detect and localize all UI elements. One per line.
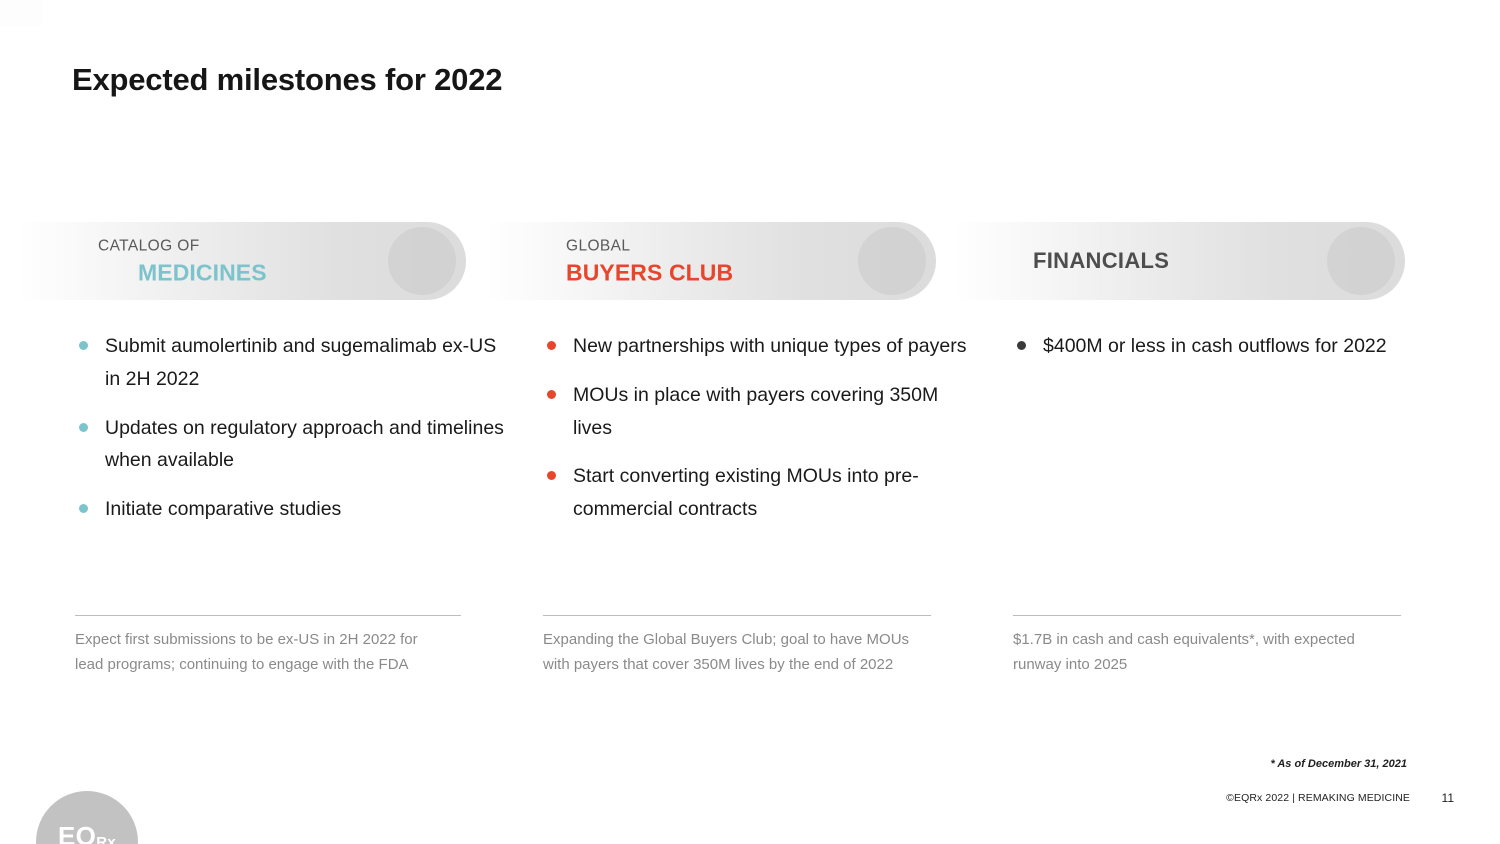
bullet-column-financials: $400M or less in cash outflows for 2022 — [1013, 330, 1413, 379]
bullet-text: Submit aumolertinib and sugemalimab ex-U… — [105, 335, 497, 390]
divider-financials — [1013, 615, 1401, 616]
header-pill-financials: FINANCIALS — [957, 222, 1405, 300]
footnote-financials: $1.7B in cash and cash equivalents*, wit… — [1013, 631, 1355, 674]
header-pill-medicines: CATALOG OF MEDICINES — [22, 222, 466, 300]
pill-heading-buyers-club: BUYERS CLUB — [566, 259, 734, 286]
bullet-text: Updates on regulatory approach and timel… — [105, 416, 504, 472]
pill-disc-decor — [858, 227, 926, 295]
bullet-text: MOUs in place with payers covering 350M … — [573, 383, 939, 439]
footnote-medicines: Expect first submissions to be ex-US in … — [75, 631, 418, 674]
pill-disc-decor — [1327, 227, 1395, 295]
logo-main-text: EQ — [58, 821, 97, 844]
bullet-item: Submit aumolertinib and sugemalimab ex-U… — [75, 330, 507, 396]
divider-medicines — [75, 615, 461, 616]
asterisk-footnote: * As of December 31, 2021 — [1270, 758, 1407, 770]
bullet-column-medicines: Submit aumolertinib and sugemalimab ex-U… — [75, 330, 507, 542]
pill-eyebrow-buyers-club: GLOBAL — [566, 237, 631, 255]
page-title: Expected milestones for 2022 — [72, 62, 503, 97]
bullet-text: Start converting existing MOUs into pre-… — [573, 465, 919, 520]
bullet-dot-icon — [547, 341, 556, 350]
bullet-item: Initiate comparative studies — [75, 493, 507, 526]
bullet-text: Initiate comparative studies — [105, 498, 342, 520]
footnote-buyers-club: Expanding the Global Buyers Club; goal t… — [543, 631, 910, 674]
pill-text-group: FINANCIALS — [1033, 248, 1169, 274]
eqrx-logo: EQRx — [36, 791, 138, 844]
eqrx-logo-wordmark: EQRx — [58, 821, 116, 844]
pill-text-group: GLOBAL BUYERS CLUB — [566, 235, 733, 288]
bullet-item: Start converting existing MOUs into pre-… — [543, 460, 973, 526]
bullet-column-buyers-club: New partnerships with unique types of pa… — [543, 330, 973, 542]
bullet-item: Updates on regulatory approach and timel… — [75, 412, 507, 478]
bullet-dot-icon — [79, 341, 88, 350]
bullet-text: $400M or less in cash outflows for 2022 — [1043, 335, 1387, 357]
pill-disc-decor — [388, 227, 456, 295]
divider-buyers-club — [543, 615, 931, 616]
bullet-dot-icon — [547, 471, 556, 481]
pill-eyebrow-medicines: CATALOG OF — [98, 237, 200, 255]
bullet-item: New partnerships with unique types of pa… — [543, 330, 973, 363]
bullet-dot-icon — [79, 422, 88, 432]
pill-heading-financials: FINANCIALS — [1033, 248, 1170, 273]
corner-artifact — [0, 0, 42, 26]
copyright-text: ©EQRx 2022 | REMAKING MEDICINE — [1226, 792, 1410, 804]
logo-sub-text: Rx — [96, 834, 116, 844]
header-pill-buyers-club: GLOBAL BUYERS CLUB — [490, 222, 936, 300]
bullet-text: New partnerships with unique types of pa… — [573, 335, 967, 357]
bullet-dot-icon — [79, 504, 88, 513]
bullet-item: $400M or less in cash outflows for 2022 — [1013, 330, 1413, 363]
bullet-dot-icon — [1017, 341, 1026, 350]
page-number: 11 — [1441, 791, 1454, 805]
pill-heading-medicines: MEDICINES — [138, 259, 267, 286]
bullet-dot-icon — [547, 389, 556, 399]
pill-text-group: CATALOG OF MEDICINES — [98, 235, 267, 288]
bullet-item: MOUs in place with payers covering 350M … — [543, 379, 973, 445]
